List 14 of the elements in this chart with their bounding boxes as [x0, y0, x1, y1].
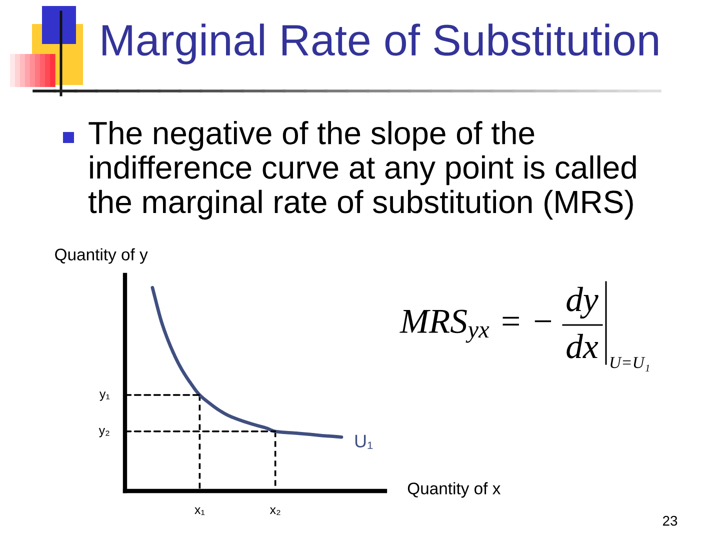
- annotation: y₂: [98, 428, 110, 438]
- text: dx: [566, 334, 598, 358]
- series-label: U₁: [355, 434, 373, 449]
- x-axis-title: Quantity of x: [408, 482, 501, 498]
- chart-subtitle: The negative of the slope of the indifference curve at any point is called the marginal rate of substitution (MRS): [88, 121, 636, 220]
- y-axis-title: Quantity of y: [55, 248, 148, 264]
- x-tick-label: x₁: [194, 507, 205, 516]
- text: MRS$_{yx}$ = −: [400, 310, 552, 343]
- annotation: y₁: [99, 392, 110, 401]
- text: dy: [566, 286, 598, 318]
- x-tick-label: x₂: [270, 507, 280, 516]
- chart-title: Marginal Rate of Substitution: [102, 24, 658, 64]
- text: 23: [662, 516, 678, 526]
- text: U=U₁: [610, 357, 650, 372]
